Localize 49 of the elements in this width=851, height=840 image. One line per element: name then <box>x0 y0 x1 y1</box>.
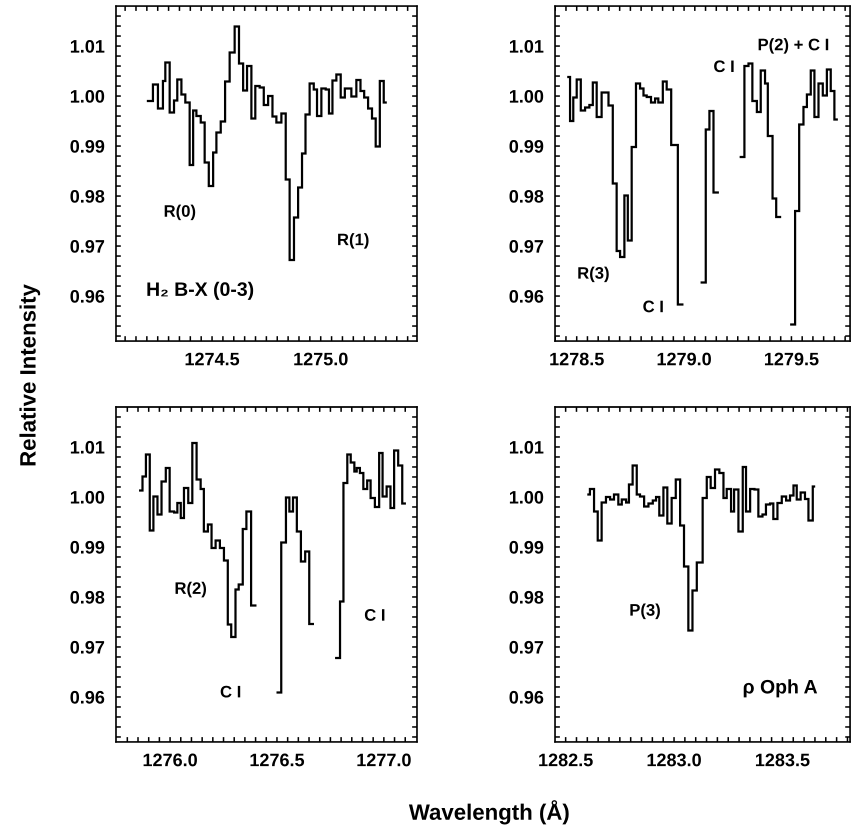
x-tick-label: 1283.5 <box>756 754 810 766</box>
x-tick-label: 1276.0 <box>144 754 197 766</box>
annotation: R(3) <box>578 266 609 282</box>
annotation: C I <box>714 60 734 72</box>
y-axis-title: Relative Intensity <box>19 284 40 466</box>
y-tick-label: 0.96 <box>509 290 544 303</box>
x-tick-label: 1279.5 <box>764 352 819 366</box>
annotation: ρ Oph A <box>744 679 818 698</box>
x-tick-label: 1282.5 <box>539 754 593 766</box>
x-tick-label: 1278.5 <box>550 352 604 366</box>
x-tick-label: 1279.0 <box>658 352 711 366</box>
y-tick-label: 0.97 <box>70 240 104 253</box>
y-tick-label: 1.00 <box>510 490 544 504</box>
x-tick-label: 1275.0 <box>294 352 348 366</box>
y-tick-label: 0.99 <box>70 540 104 554</box>
annotation: C I <box>643 300 663 312</box>
x-tick-label: 1277.0 <box>357 754 411 766</box>
annotation: R(2) <box>176 582 206 598</box>
x-tick-label: 1283.0 <box>648 754 701 766</box>
annotation: P(3) <box>630 604 660 620</box>
y-tick-label: 1.00 <box>70 90 104 103</box>
y-tick-label: 0.99 <box>509 540 544 554</box>
y-tick-label: 0.97 <box>509 640 544 654</box>
y-tick-label: 0.97 <box>70 640 104 654</box>
y-tick-label: 0.99 <box>509 140 544 153</box>
y-tick-label: 0.99 <box>70 140 104 153</box>
x-tick-label: 1276.5 <box>250 754 304 766</box>
y-tick-label: 1.01 <box>70 40 104 53</box>
y-tick-label: 0.98 <box>509 590 544 604</box>
y-tick-label: 0.96 <box>70 690 104 704</box>
y-tick-label: 0.98 <box>70 190 104 203</box>
y-tick-label: 0.98 <box>70 590 104 604</box>
annotation: P(2) + C I <box>758 38 828 54</box>
annotation: H₂ B-X (0-3) <box>147 282 254 300</box>
annotation: R(1) <box>338 233 369 249</box>
annotation: C I <box>364 609 384 621</box>
y-tick-label: 0.96 <box>70 290 104 303</box>
y-tick-label: 1.01 <box>510 40 544 53</box>
y-tick-label: 1.00 <box>510 90 544 103</box>
y-tick-label: 1.01 <box>510 440 544 454</box>
x-tick-label: 1274.5 <box>186 352 240 366</box>
y-tick-label: 0.96 <box>509 690 544 704</box>
y-tick-label: 1.00 <box>70 490 104 504</box>
annotation: C I <box>220 686 240 698</box>
y-tick-label: 0.98 <box>509 190 544 203</box>
annotation: R(0) <box>164 204 196 220</box>
y-tick-label: 0.97 <box>509 240 544 253</box>
y-tick-label: 1.01 <box>70 440 104 454</box>
x-axis-title: Wavelength (Å) <box>408 800 569 824</box>
